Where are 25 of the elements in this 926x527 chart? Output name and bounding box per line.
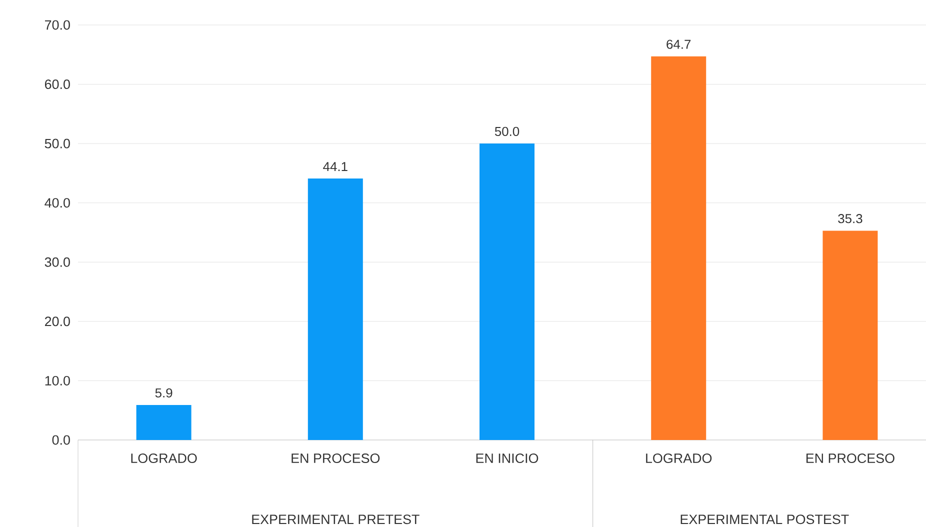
x-tick-label: LOGRADO [131, 454, 197, 464]
x-tick-label: EN INICIO [476, 454, 538, 464]
y-tick-label: 20.0 [44, 316, 70, 326]
bar [651, 56, 706, 440]
text: EXPERIMENTAL POSTEST [680, 514, 849, 524]
data-label: 44.1 [323, 162, 348, 172]
x-tick-label: EN PROCESO [806, 454, 894, 464]
y-tick-label: 60.0 [45, 80, 70, 90]
y-tick-label: 70.0 [45, 20, 70, 30]
x-tick-label: LOGRADO [646, 454, 712, 464]
y-tick-label: 50.0 [44, 138, 70, 148]
text: EXPERIMENTAL PRETEST [252, 514, 420, 524]
data-label: 50.0 [494, 126, 520, 136]
data-label: 64.7 [666, 40, 691, 49]
data-label: 5.9 [155, 388, 172, 398]
bar [480, 144, 535, 440]
bar [308, 178, 363, 440]
data-label: 35.3 [838, 214, 862, 224]
y-tick-label: 40.0 [44, 198, 70, 208]
x-tick-label: EN PROCESO [292, 454, 380, 464]
bar [136, 405, 192, 440]
y-tick-label: 30.0 [44, 257, 70, 267]
y-tick-label: 10.0 [45, 376, 70, 386]
y-tick-label: 0.0 [52, 435, 70, 445]
bar [822, 230, 878, 440]
